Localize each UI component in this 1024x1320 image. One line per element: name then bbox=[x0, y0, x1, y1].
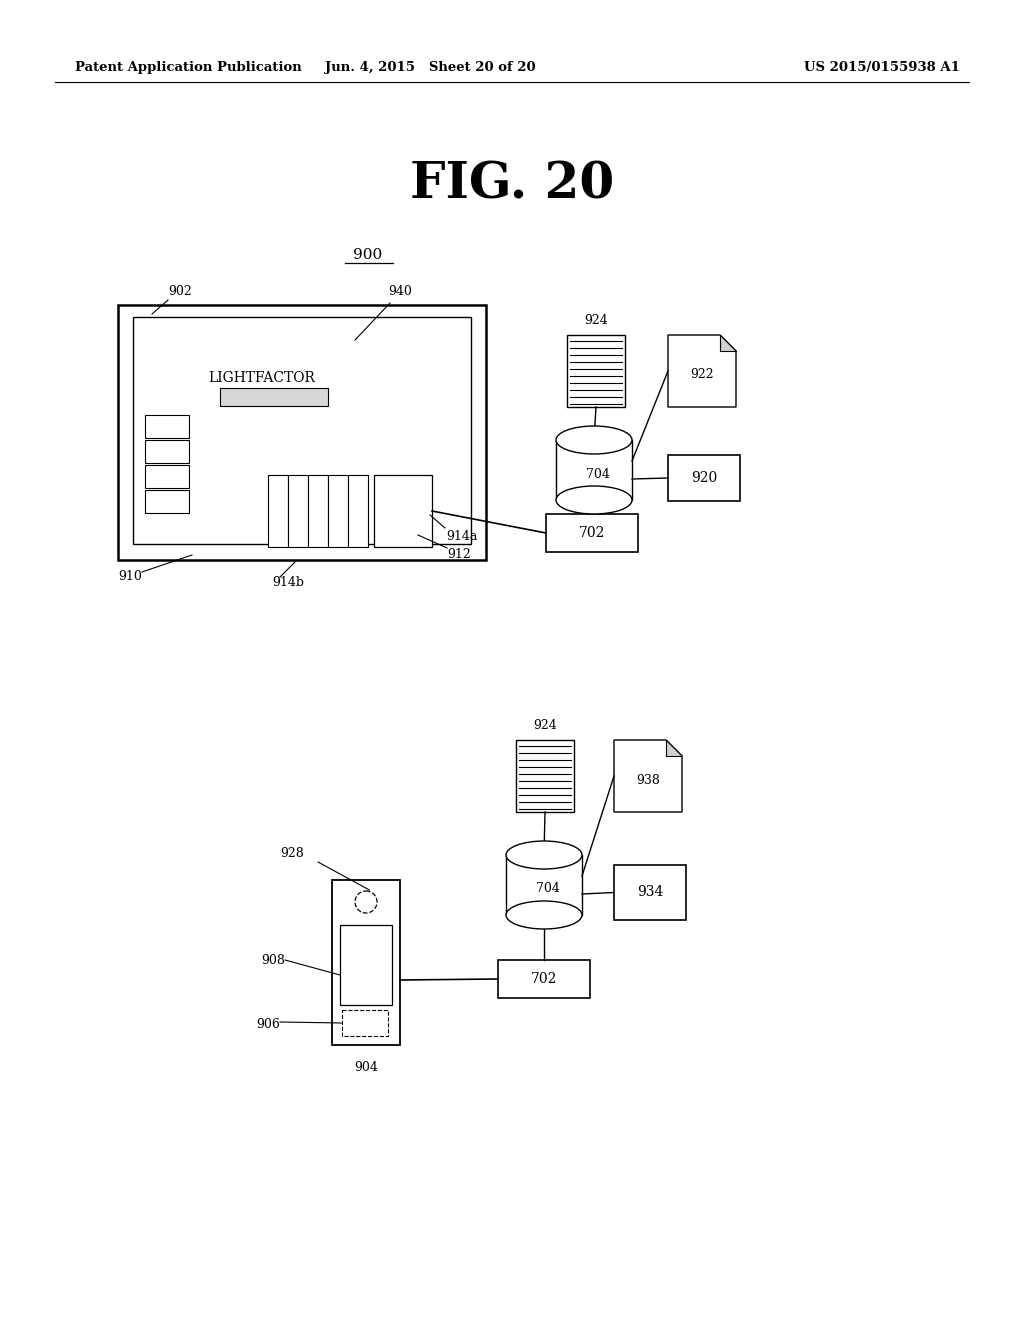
Text: 940: 940 bbox=[388, 285, 412, 298]
Text: 924: 924 bbox=[534, 719, 557, 733]
Bar bbox=[506, 855, 582, 915]
Bar bbox=[268, 475, 288, 546]
Bar bbox=[133, 317, 471, 544]
Text: 914a: 914a bbox=[446, 531, 477, 543]
Polygon shape bbox=[614, 741, 682, 812]
Bar bbox=[332, 880, 400, 1045]
Ellipse shape bbox=[556, 486, 632, 513]
Text: 908: 908 bbox=[261, 953, 285, 966]
Bar bbox=[145, 490, 189, 513]
Text: 912: 912 bbox=[447, 548, 471, 561]
Text: 904: 904 bbox=[354, 1061, 378, 1074]
Bar bbox=[288, 475, 308, 546]
Text: 938: 938 bbox=[636, 774, 659, 787]
Bar bbox=[340, 925, 392, 1005]
Text: 702: 702 bbox=[579, 525, 605, 540]
Text: 922: 922 bbox=[690, 368, 714, 381]
Bar bbox=[342, 1010, 388, 1036]
Bar bbox=[374, 475, 432, 546]
Bar bbox=[145, 465, 189, 488]
Bar bbox=[668, 455, 740, 502]
Polygon shape bbox=[666, 741, 682, 756]
Text: 934: 934 bbox=[637, 886, 664, 899]
Bar bbox=[145, 414, 189, 438]
Text: Jun. 4, 2015   Sheet 20 of 20: Jun. 4, 2015 Sheet 20 of 20 bbox=[325, 62, 536, 74]
Text: 928: 928 bbox=[280, 847, 304, 861]
Text: LIGHTFACTOR: LIGHTFACTOR bbox=[209, 371, 315, 385]
Bar bbox=[328, 475, 348, 546]
Ellipse shape bbox=[355, 891, 377, 913]
Text: US 2015/0155938 A1: US 2015/0155938 A1 bbox=[804, 62, 961, 74]
Bar bbox=[308, 475, 328, 546]
Bar bbox=[546, 513, 638, 552]
Text: 906: 906 bbox=[256, 1019, 280, 1031]
Ellipse shape bbox=[506, 841, 582, 869]
Bar bbox=[348, 475, 368, 546]
Ellipse shape bbox=[556, 426, 632, 454]
Bar bbox=[516, 741, 574, 812]
Bar bbox=[220, 388, 328, 407]
Polygon shape bbox=[668, 335, 736, 407]
Text: 702: 702 bbox=[530, 972, 557, 986]
Bar bbox=[567, 335, 625, 407]
Bar bbox=[498, 960, 590, 998]
Text: 910: 910 bbox=[118, 570, 142, 583]
Text: 920: 920 bbox=[691, 471, 717, 484]
Text: 900: 900 bbox=[353, 248, 383, 261]
Polygon shape bbox=[720, 335, 736, 351]
Bar bbox=[118, 305, 486, 560]
Bar bbox=[145, 440, 189, 463]
Text: 914b: 914b bbox=[272, 576, 304, 589]
Ellipse shape bbox=[506, 902, 582, 929]
Bar bbox=[556, 440, 632, 500]
Text: FIG. 20: FIG. 20 bbox=[410, 161, 614, 210]
Text: Patent Application Publication: Patent Application Publication bbox=[75, 62, 302, 74]
Text: 704: 704 bbox=[536, 883, 560, 895]
Bar bbox=[614, 865, 686, 920]
Text: 704: 704 bbox=[586, 467, 610, 480]
Text: 924: 924 bbox=[584, 314, 608, 327]
Text: 902: 902 bbox=[168, 285, 191, 298]
